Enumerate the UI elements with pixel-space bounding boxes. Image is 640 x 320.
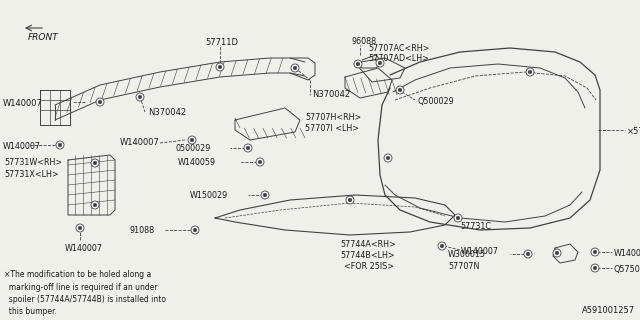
Text: W140007: W140007 [461,247,499,256]
Circle shape [524,250,532,258]
Text: 0500029: 0500029 [175,144,211,153]
Text: ×57704A: ×57704A [627,127,640,136]
Text: 57744A<RH>: 57744A<RH> [340,240,396,249]
Circle shape [190,138,194,142]
Text: W140007: W140007 [65,244,103,253]
Circle shape [193,228,197,232]
Text: Q575017: Q575017 [614,265,640,274]
Text: 57731W<RH>: 57731W<RH> [4,158,62,167]
Text: A591001257: A591001257 [582,306,635,315]
Circle shape [258,160,262,164]
Circle shape [191,226,199,234]
Circle shape [356,62,360,66]
Circle shape [591,264,599,272]
Circle shape [91,159,99,167]
Text: W140007: W140007 [120,138,160,147]
Circle shape [354,60,362,68]
Circle shape [528,70,532,74]
Text: 96088: 96088 [352,37,377,46]
Text: 57731X<LH>: 57731X<LH> [4,170,59,179]
Circle shape [98,100,102,104]
Text: 57707AD<LH>: 57707AD<LH> [368,54,429,63]
Text: W150029: W150029 [190,191,228,200]
Circle shape [263,193,267,197]
Text: 57711D: 57711D [205,38,238,47]
Text: 57707I <LH>: 57707I <LH> [305,124,359,133]
Circle shape [553,249,561,257]
Circle shape [188,136,196,144]
Circle shape [384,154,392,162]
Text: N370042: N370042 [148,108,186,117]
Text: W300015: W300015 [448,250,486,259]
Circle shape [218,65,222,69]
Circle shape [293,66,297,70]
Circle shape [456,216,460,220]
Text: W140007: W140007 [3,142,41,151]
Text: W140007: W140007 [3,99,43,108]
Circle shape [556,251,559,255]
Circle shape [378,61,382,65]
Circle shape [591,248,599,256]
Text: W140007: W140007 [614,249,640,258]
Circle shape [438,242,446,250]
Text: 57707H<RH>: 57707H<RH> [305,113,361,122]
Text: Q500029: Q500029 [418,97,455,106]
Circle shape [96,98,104,106]
Text: FRONT: FRONT [28,33,59,42]
Circle shape [291,64,299,72]
Circle shape [78,226,82,230]
Circle shape [454,214,462,222]
Circle shape [256,158,264,166]
Circle shape [526,252,530,256]
Circle shape [246,146,250,150]
Circle shape [440,244,444,248]
Text: 91088: 91088 [130,226,155,235]
Circle shape [216,63,224,71]
Circle shape [136,93,144,101]
Circle shape [526,68,534,76]
Circle shape [58,143,62,147]
Circle shape [386,156,390,160]
Circle shape [593,250,596,254]
Circle shape [261,191,269,199]
Text: <FOR 25IS>: <FOR 25IS> [344,262,394,271]
Circle shape [376,59,384,67]
Text: 57707AC<RH>: 57707AC<RH> [368,44,429,53]
Text: 57707N: 57707N [448,262,479,271]
Circle shape [91,201,99,209]
Text: 57731C: 57731C [460,222,491,231]
Circle shape [398,88,402,92]
Circle shape [76,224,84,232]
Circle shape [93,203,97,207]
Circle shape [138,95,142,99]
Circle shape [348,198,352,202]
Circle shape [244,144,252,152]
Circle shape [396,86,404,94]
Text: N370042: N370042 [312,90,350,99]
Text: 57744B<LH>: 57744B<LH> [340,251,395,260]
Circle shape [93,161,97,165]
Circle shape [593,266,596,270]
Circle shape [56,141,64,149]
Text: ×The modification to be holed along a
  marking-off line is required if an under: ×The modification to be holed along a ma… [4,270,166,316]
Text: W140059: W140059 [178,158,216,167]
Circle shape [346,196,354,204]
